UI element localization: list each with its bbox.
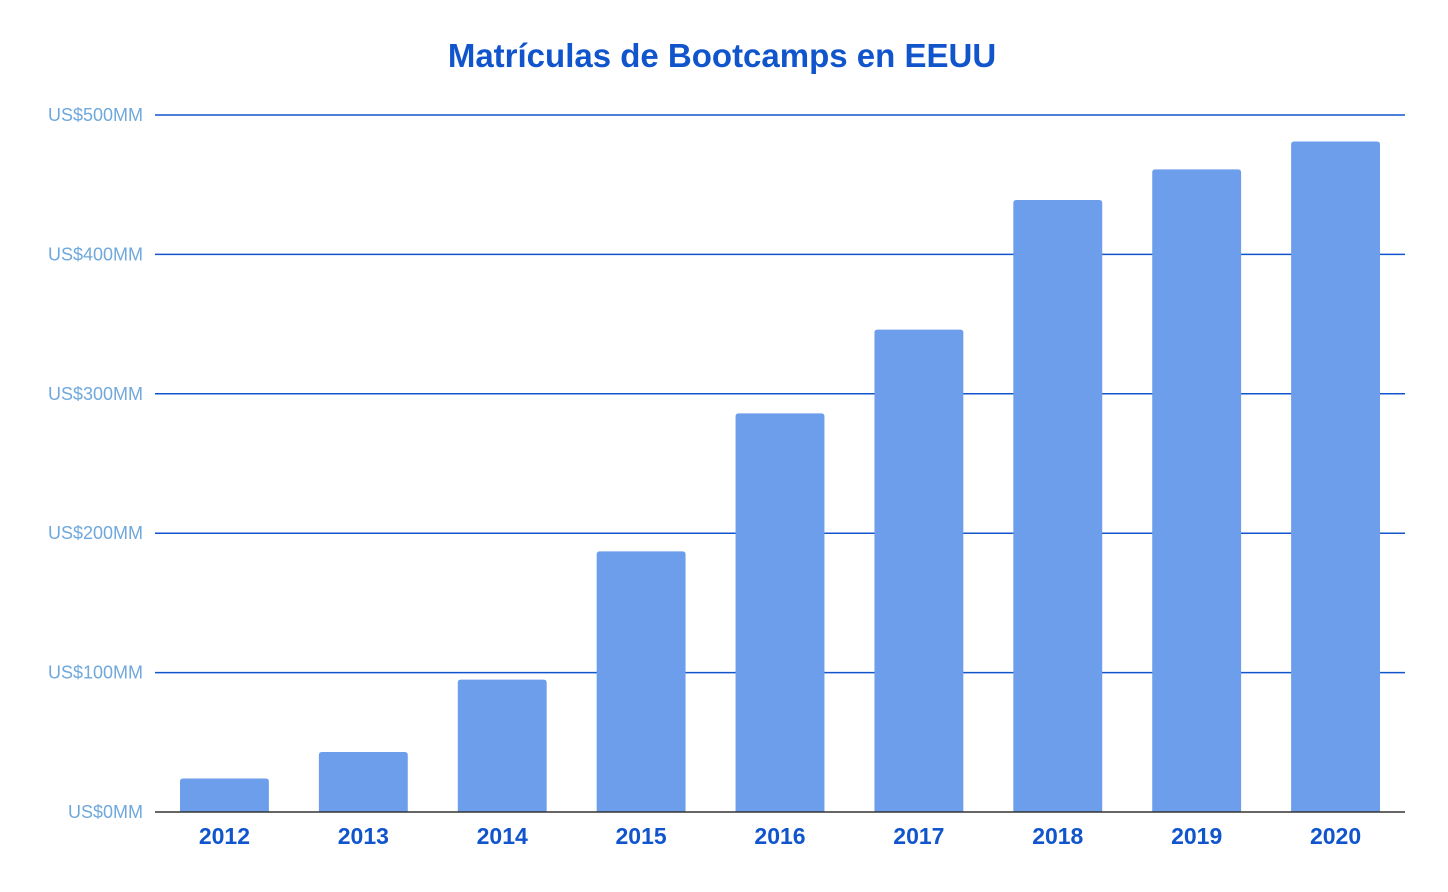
bar-2015 [596,551,686,812]
x-tick-label: 2019 [1171,823,1222,849]
x-tick-label: 2020 [1310,823,1361,849]
x-tick-label: 2017 [893,823,944,849]
x-tick-label: 2014 [477,823,528,849]
bar-2012 [180,778,269,812]
x-axis-tick-labels: 2012 2013 2014 2015 2016 2017 2018 2019 2020 [199,823,1361,849]
y-tick-label: US$500MM [48,105,143,125]
bars [180,141,1380,813]
bar-2013 [318,752,408,812]
y-tick-label: US$200MM [48,523,143,543]
x-tick-label: 2012 [199,823,250,849]
x-tick-label: 2018 [1032,823,1083,849]
y-tick-label: US$400MM [48,244,143,264]
bar-2016 [735,413,825,812]
x-tick-label: 2013 [338,823,389,849]
bar-2018 [1013,200,1103,812]
bar-2019 [1152,169,1242,813]
bar-2014 [457,679,547,812]
x-tick-label: 2015 [616,823,667,849]
bar-2017 [874,329,964,812]
y-tick-label: US$100MM [48,663,143,683]
y-axis-tick-labels: US$0MM US$100MM US$200MM US$300MM US$400MM US… [48,105,143,822]
y-tick-label: US$300MM [48,384,143,404]
bar-2020 [1291,141,1380,813]
y-tick-label: US$0MM [68,802,143,822]
chart-title: Matrículas de Bootcamps en EEUU [448,37,996,74]
x-tick-label: 2016 [754,823,805,849]
